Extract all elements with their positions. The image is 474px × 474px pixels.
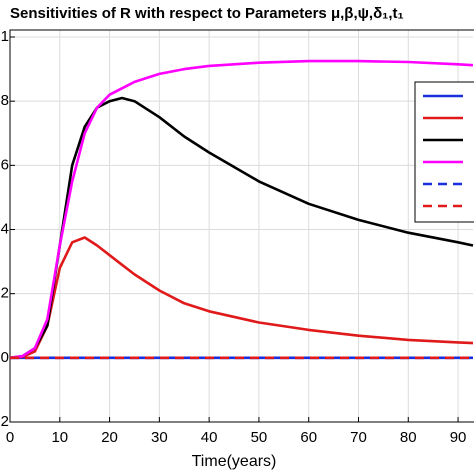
y-tick-label: 0.8 [0,92,9,109]
chart-title: Sensitivities of R with respect to Param… [10,5,404,22]
x-tick-label: 50 [251,429,268,446]
x-tick-label: 90 [450,429,467,446]
x-tick-label: 80 [400,429,417,446]
x-tick-label: 10 [51,429,68,446]
y-tick-label: 1 [1,28,9,45]
y-tick-label: 0.2 [0,285,9,302]
x-tick-label: 60 [300,429,317,446]
series-line [9,59,474,360]
x-tick-label: 20 [101,429,118,446]
y-tick-label: 0.6 [0,156,9,173]
x-tick-label: 40 [201,429,218,446]
y-tick-label: 0.4 [0,220,9,237]
x-tick-label: 30 [151,429,168,446]
x-tick-label: 70 [350,429,367,446]
plot-frame [9,29,474,423]
x-axis-label: Time(years) [192,453,277,470]
legend-box [414,81,474,223]
x-tick-label: 0 [6,429,14,446]
y-tick-label: 0 [1,349,9,366]
y-tick-label: -0.2 [0,413,9,430]
